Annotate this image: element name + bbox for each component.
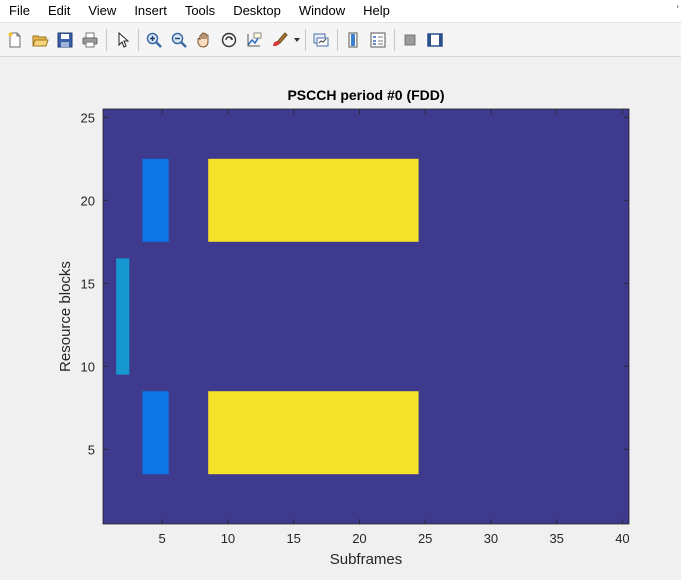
brush-icon[interactable] — [268, 29, 290, 51]
x-tick-label: 20 — [352, 531, 366, 546]
x-axis-label: Subframes — [330, 551, 403, 568]
heatmap-region-pscch-2 — [142, 391, 169, 475]
y-tick-label: 10 — [81, 359, 95, 374]
new-figure-icon[interactable] — [4, 29, 26, 51]
data-cursor-icon[interactable] — [243, 29, 265, 51]
pointer-icon[interactable] — [111, 29, 133, 51]
x-tick-label: 5 — [159, 531, 166, 546]
hide-plot-tools-icon[interactable] — [399, 29, 421, 51]
y-ticks: 5 10 15 20 25 — [81, 110, 629, 457]
print-icon[interactable] — [79, 29, 101, 51]
zoom-out-icon[interactable] — [168, 29, 190, 51]
menu-edit[interactable]: Edit — [47, 3, 71, 18]
y-tick-label: 5 — [88, 442, 95, 457]
menu-bar: File Edit View Insert Tools Desktop Wind… — [0, 0, 681, 23]
x-tick-label: 25 — [418, 531, 432, 546]
open-file-icon[interactable] — [29, 29, 51, 51]
y-axis-label: Resource blocks — [57, 261, 74, 372]
y-tick-label: 20 — [81, 193, 95, 208]
menu-view[interactable]: View — [88, 3, 117, 18]
menu-tools[interactable]: Tools — [184, 3, 216, 18]
toolbar-separator — [106, 28, 107, 51]
insert-legend-icon[interactable] — [367, 29, 389, 51]
chart-title: PSCCH period #0 (FDD) — [287, 87, 444, 103]
x-tick-label: 15 — [286, 531, 300, 546]
menu-file[interactable]: File — [9, 3, 30, 18]
x-tick-label: 10 — [221, 531, 235, 546]
x-tick-label: 30 — [484, 531, 498, 546]
pan-icon[interactable] — [193, 29, 215, 51]
toolbar-separator — [394, 28, 395, 51]
heatmap-cells — [116, 158, 419, 475]
y-tick-label: 25 — [81, 110, 95, 125]
x-tick-label: 35 — [549, 531, 563, 546]
menu-desktop[interactable]: Desktop — [233, 3, 281, 18]
toolbar-separator — [138, 28, 139, 51]
heatmap-region-pssch_data-4 — [208, 391, 419, 475]
show-plot-tools-icon[interactable] — [424, 29, 446, 51]
toolbar-separator — [337, 28, 338, 51]
save-icon[interactable] — [54, 29, 76, 51]
zoom-in-icon[interactable] — [143, 29, 165, 51]
menu-window[interactable]: Window — [298, 3, 346, 18]
axes-frame — [102, 108, 630, 525]
link-plot-icon[interactable] — [310, 29, 332, 51]
y-tick-label: 15 — [81, 276, 95, 291]
x-ticks: 5 10 15 20 25 30 35 40 — [159, 109, 630, 546]
insert-colorbar-icon[interactable] — [342, 29, 364, 51]
menu-overflow-marker: ’ — [676, 3, 679, 17]
figure-toolbar — [0, 23, 681, 57]
brush-dropdown-icon[interactable] — [293, 29, 301, 51]
heatmap-region-pscch-1 — [142, 158, 169, 242]
heatmap-region-sync-0 — [116, 258, 130, 375]
x-tick-label: 40 — [615, 531, 629, 546]
heatmap-region-pssch_data-3 — [208, 158, 419, 242]
menu-help[interactable]: Help — [363, 3, 390, 18]
menu-insert[interactable]: Insert — [134, 3, 167, 18]
heatmap-plot[interactable]: 5 10 15 20 25 30 35 40 5 10 15 20 25 PSCCH period #… — [0, 58, 681, 580]
toolbar-separator — [305, 28, 306, 51]
rotate-3d-icon[interactable] — [218, 29, 240, 51]
